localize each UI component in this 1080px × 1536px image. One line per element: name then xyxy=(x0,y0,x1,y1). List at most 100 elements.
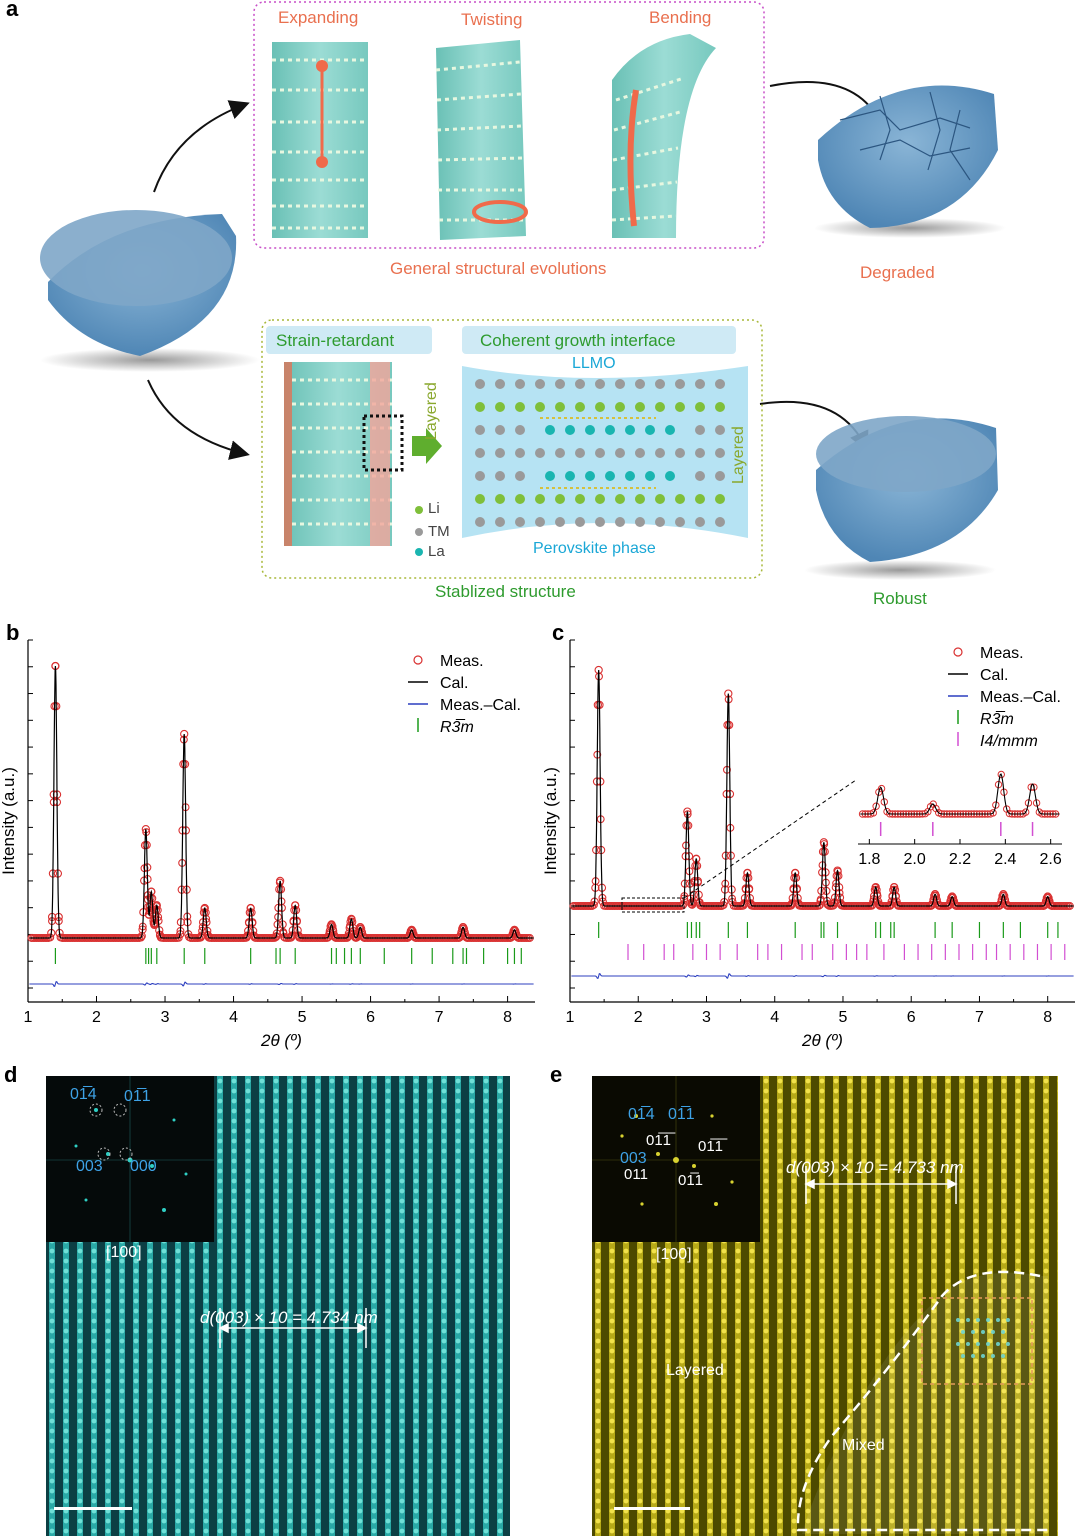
xrd-chart-c: 1 2 3 4 5 6 7 8 2θ (º) Intensity (a.u.) Meas. Cal. M… xyxy=(541,639,1075,1050)
legend-cal: Cal. xyxy=(440,675,468,692)
x-tick-label: 1 xyxy=(566,1009,575,1026)
inset-tick-label: 1.8 xyxy=(858,851,880,868)
diff-line xyxy=(571,973,1074,979)
x-axis-label: 2θ (º) xyxy=(260,1031,302,1050)
region-layered: Layered xyxy=(666,1362,724,1379)
meas-point xyxy=(197,933,205,941)
legend-r3m: R3̅m xyxy=(980,710,1014,728)
meas-point xyxy=(291,901,300,910)
atom-grid xyxy=(475,379,725,527)
inset-meas-point xyxy=(869,809,878,817)
label-layered-left: Layered xyxy=(423,382,440,440)
spot-011-e-white: 011 xyxy=(624,1166,648,1183)
legend-meas-marker xyxy=(953,647,963,657)
panel-letter-d: d xyxy=(4,1062,18,1087)
spot-01-1-1-e-b: 01̅1̅ xyxy=(698,1138,724,1155)
meas-point xyxy=(327,920,336,929)
bending-prism xyxy=(611,34,716,238)
cal-line xyxy=(571,669,1074,907)
meas-point xyxy=(356,923,365,932)
xrd-chart-b: 1 2 3 4 5 6 7 8 2θ (º) Intensity (a.u.) Meas. Cal. M… xyxy=(0,639,535,1050)
inset-meas-point xyxy=(992,801,1000,809)
x-tick-label: 5 xyxy=(839,1009,848,1026)
inset-meas-point xyxy=(880,798,888,806)
measure-e: d(003) × 10 = 4.733 nm xyxy=(786,1158,964,1177)
zoom-line xyxy=(683,779,857,899)
x-tick-label: 3 xyxy=(702,1009,711,1026)
meas-point xyxy=(948,892,957,901)
meas-point xyxy=(328,925,337,934)
spot-011-e: 01̅1 xyxy=(668,1106,695,1123)
x-tick-label: 7 xyxy=(435,1009,444,1026)
meas-point xyxy=(459,923,468,932)
spot-000-d: 000 xyxy=(130,1158,157,1175)
meas-point xyxy=(791,869,800,877)
label-twisting: Twisting xyxy=(461,10,523,29)
zoom-box xyxy=(621,897,685,913)
panel-letter-a: a xyxy=(6,0,19,21)
x-tick-label: 6 xyxy=(907,1009,916,1026)
label-strain-retardant: Strain-retardant xyxy=(276,331,395,350)
cal-line xyxy=(29,665,534,939)
inset-tick-label: 2.4 xyxy=(994,851,1016,868)
inset-tick-label: 2.0 xyxy=(904,851,926,868)
panel-letter-e: e xyxy=(550,1062,563,1087)
panel-letter-b: b xyxy=(6,620,20,645)
meas-point xyxy=(743,869,752,877)
x-tick-label: 1 xyxy=(24,1009,33,1026)
region-mixed: Mixed xyxy=(842,1437,885,1454)
label-degraded: Degraded xyxy=(860,263,935,282)
label-expanding: Expanding xyxy=(278,8,359,27)
inset-tick-label: 2.2 xyxy=(949,851,971,868)
x-tick-label: 8 xyxy=(503,1009,512,1026)
twisting-prism xyxy=(435,40,528,240)
crack-lines xyxy=(839,91,971,181)
label-layered-right: Layered xyxy=(730,426,747,484)
inset-tick-label: 2.6 xyxy=(1040,851,1062,868)
x-tick-label: 4 xyxy=(770,1009,779,1026)
meas-point xyxy=(890,883,899,892)
meas-point xyxy=(589,901,598,909)
legend-i4mmm: I4/mmm xyxy=(980,733,1038,750)
strain-retardant-prism xyxy=(284,362,404,546)
label-llmo: LLMO xyxy=(572,355,616,372)
tem-image-e xyxy=(592,1076,1058,1536)
legend-cal: Cal. xyxy=(980,667,1008,684)
legend-meas-marker xyxy=(413,655,423,665)
inset-cal-line xyxy=(860,773,1060,815)
x-tick-label: 6 xyxy=(366,1009,375,1026)
meas-point xyxy=(328,922,337,931)
x-tick-label: 2 xyxy=(634,1009,643,1026)
inset-meas-point xyxy=(1022,808,1030,816)
panel-letter-c: c xyxy=(552,620,565,645)
legend-diff: Meas.–Cal. xyxy=(980,689,1061,706)
legend-meas: Meas. xyxy=(440,653,484,670)
expanding-prism xyxy=(272,42,368,238)
x-tick-label: 4 xyxy=(229,1009,238,1026)
label-general-structural: General structural evolutions xyxy=(390,259,607,278)
measure-d: d(003) × 10 = 4.734 nm xyxy=(200,1308,378,1327)
meas-point xyxy=(1043,892,1052,901)
meas-point xyxy=(407,925,416,934)
x-tick-label: 3 xyxy=(161,1009,170,1026)
zone-axis-e: [100] xyxy=(656,1246,692,1263)
legend-r3m: R3̅m xyxy=(440,718,474,736)
spot-01-1-e-white: 01̅1 xyxy=(678,1172,704,1189)
meas-point xyxy=(347,915,356,924)
legend-la: La xyxy=(428,543,445,560)
inset-meas-point xyxy=(872,802,880,810)
spot-01-1-1-e-a: 01̅1̅ xyxy=(646,1132,672,1149)
label-bending: Bending xyxy=(649,8,712,27)
label-stabilized: Stablized structure xyxy=(435,582,576,601)
meas-point xyxy=(719,901,728,910)
tem-image-d xyxy=(46,1076,510,1536)
spot-014-e: 01̅4 xyxy=(628,1106,655,1123)
legend-meas: Meas. xyxy=(980,645,1024,662)
inset-meas-point xyxy=(997,770,1005,779)
x-tick-label: 5 xyxy=(298,1009,307,1026)
legend-li: Li xyxy=(428,500,440,517)
label-perovskite: Perovskite phase xyxy=(533,540,656,557)
spot-011-d: 01̅1 xyxy=(124,1088,151,1105)
x-tick-label: 7 xyxy=(975,1009,984,1026)
y-axis-label: Intensity (a.u.) xyxy=(541,767,560,875)
